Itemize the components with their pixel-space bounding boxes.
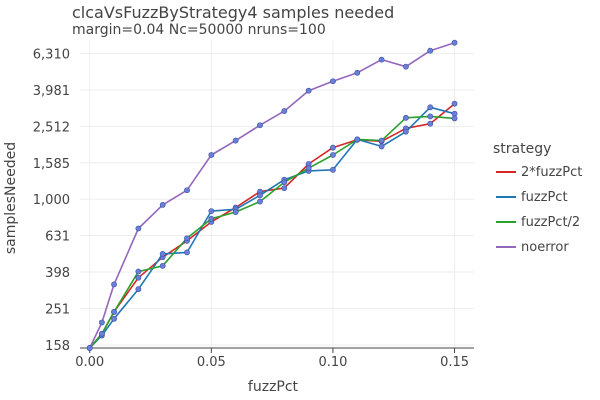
x-axis-label: fuzzPct bbox=[248, 379, 299, 395]
series-line-fuzzpct-2 bbox=[89, 115, 455, 349]
y-tick-label: 398 bbox=[45, 266, 70, 281]
y-tick-label: 251 bbox=[45, 302, 70, 317]
legend-item-label: fuzzPct bbox=[521, 190, 568, 205]
data-point bbox=[354, 69, 361, 76]
data-point bbox=[305, 165, 312, 172]
series-lines bbox=[88, 41, 456, 349]
data-point bbox=[378, 56, 385, 63]
data-point bbox=[86, 345, 93, 351]
x-tick-label: 0.05 bbox=[197, 355, 226, 370]
y-tick-label: 6,310 bbox=[33, 48, 70, 63]
series-line-fuzzpct bbox=[89, 106, 455, 349]
data-point bbox=[208, 152, 215, 158]
x-tick-label: 0.10 bbox=[318, 355, 347, 370]
data-point bbox=[208, 208, 215, 214]
data-point bbox=[135, 274, 142, 281]
y-tick-label: 1,000 bbox=[33, 193, 70, 208]
data-point bbox=[257, 198, 263, 205]
data-point bbox=[403, 63, 409, 70]
data-point bbox=[330, 166, 336, 173]
y-tick-label: 158 bbox=[45, 339, 70, 354]
data-point bbox=[111, 309, 117, 315]
data-point bbox=[378, 143, 385, 150]
data-point bbox=[330, 78, 336, 85]
y-tick-label: 631 bbox=[45, 230, 70, 245]
data-point bbox=[135, 286, 142, 293]
grid bbox=[80, 40, 474, 348]
data-point bbox=[232, 209, 239, 215]
data-point bbox=[184, 249, 190, 256]
data-point bbox=[111, 281, 117, 288]
data-point bbox=[98, 319, 105, 326]
data-point bbox=[111, 315, 117, 322]
x-tick-label: 0.00 bbox=[75, 355, 104, 370]
data-point bbox=[257, 192, 263, 199]
legend-item-label: 2*fuzzPct bbox=[521, 165, 582, 180]
data-point bbox=[403, 114, 409, 121]
data-point bbox=[378, 137, 385, 144]
y-tick-label: 1,585 bbox=[33, 157, 70, 172]
y-axis-label: samplesNeeded bbox=[3, 142, 19, 254]
x-axis-ticks: 0.00 0.05 0.10 0.15 bbox=[75, 348, 469, 370]
y-tick-label: 2,512 bbox=[33, 120, 70, 135]
data-point bbox=[281, 108, 288, 114]
y-tick-label: 3,981 bbox=[33, 84, 70, 99]
data-point bbox=[427, 104, 434, 111]
data-point bbox=[232, 137, 239, 144]
data-point bbox=[451, 115, 458, 122]
data-point bbox=[354, 136, 361, 143]
data-point bbox=[330, 152, 336, 158]
data-point bbox=[159, 202, 166, 208]
data-point bbox=[98, 330, 105, 337]
data-point bbox=[159, 262, 166, 269]
data-point bbox=[427, 113, 434, 120]
data-point bbox=[135, 268, 142, 275]
data-point bbox=[208, 215, 215, 222]
data-point bbox=[427, 47, 434, 54]
legend-title: strategy bbox=[493, 141, 551, 157]
data-point bbox=[184, 235, 190, 242]
chart-title: clcaVsFuzzByStrategy4 samples needed bbox=[72, 3, 395, 22]
data-point bbox=[330, 144, 336, 151]
x-tick-label: 0.15 bbox=[440, 355, 469, 370]
data-point bbox=[427, 120, 434, 127]
data-point bbox=[451, 39, 458, 46]
data-point bbox=[184, 187, 190, 194]
legend: strategy 2*fuzzPct fuzzPct fuzzPct/2 noerro… bbox=[493, 141, 582, 255]
data-point bbox=[257, 122, 263, 129]
y-axis-ticks: 158 251 398 631 1,000 1,585 2,512 3,981 6,310 bbox=[33, 48, 70, 354]
legend-item-label: noerror bbox=[521, 240, 569, 255]
data-point bbox=[159, 251, 166, 257]
data-point bbox=[135, 225, 142, 232]
legend-item-label: fuzzPct/2 bbox=[521, 215, 580, 230]
series-line-2-fuzzpct bbox=[89, 103, 456, 349]
data-point bbox=[281, 179, 288, 186]
series-markers bbox=[86, 39, 458, 351]
chart-subtitle: margin=0.04 Nc=50000 nruns=100 bbox=[72, 22, 326, 38]
data-point bbox=[305, 87, 312, 94]
data-point bbox=[403, 128, 409, 135]
series-line-noerror bbox=[88, 41, 455, 349]
data-point bbox=[281, 185, 288, 192]
data-point bbox=[451, 100, 458, 107]
